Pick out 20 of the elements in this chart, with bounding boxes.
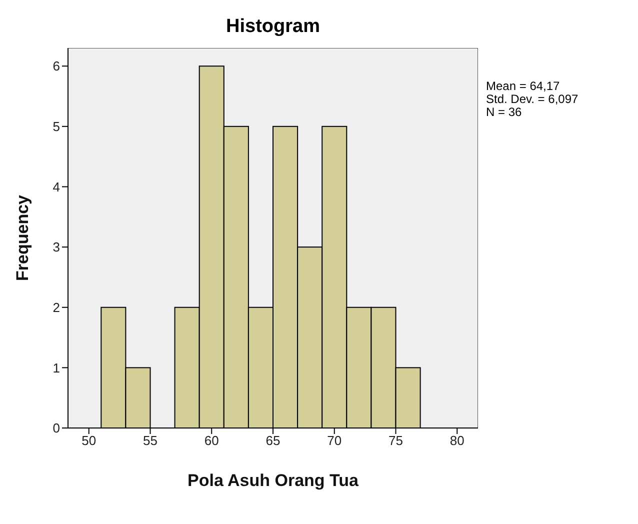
y-tick-label: 6 xyxy=(52,58,60,74)
x-tick-label: 60 xyxy=(204,433,219,448)
text: Std. Dev. = 6,097 xyxy=(486,92,578,106)
x-tick-label: 55 xyxy=(143,433,158,448)
chart-title: Histogram xyxy=(225,16,321,38)
x-tick-label: 80 xyxy=(450,433,464,448)
x-tick-label: 65 xyxy=(266,433,280,448)
text: Mean = 64,17 xyxy=(486,79,561,93)
x-tick-label: 50 xyxy=(82,433,96,448)
y-tick-label: 2 xyxy=(52,300,60,315)
y-tick-label: 3 xyxy=(52,240,60,255)
text: N = 36 xyxy=(486,105,523,119)
x-tick-label: 75 xyxy=(388,433,403,448)
y-tick-label: 0 xyxy=(52,420,60,436)
y-tick-label: 4 xyxy=(52,179,60,194)
x-axis-title: Pola Asuh Orang Tua xyxy=(188,471,360,490)
y-axis-title: Frequency xyxy=(13,194,32,281)
y-tick-label: 1 xyxy=(52,360,60,376)
x-tick-label: 70 xyxy=(327,433,342,448)
y-tick-label: 5 xyxy=(52,119,60,134)
